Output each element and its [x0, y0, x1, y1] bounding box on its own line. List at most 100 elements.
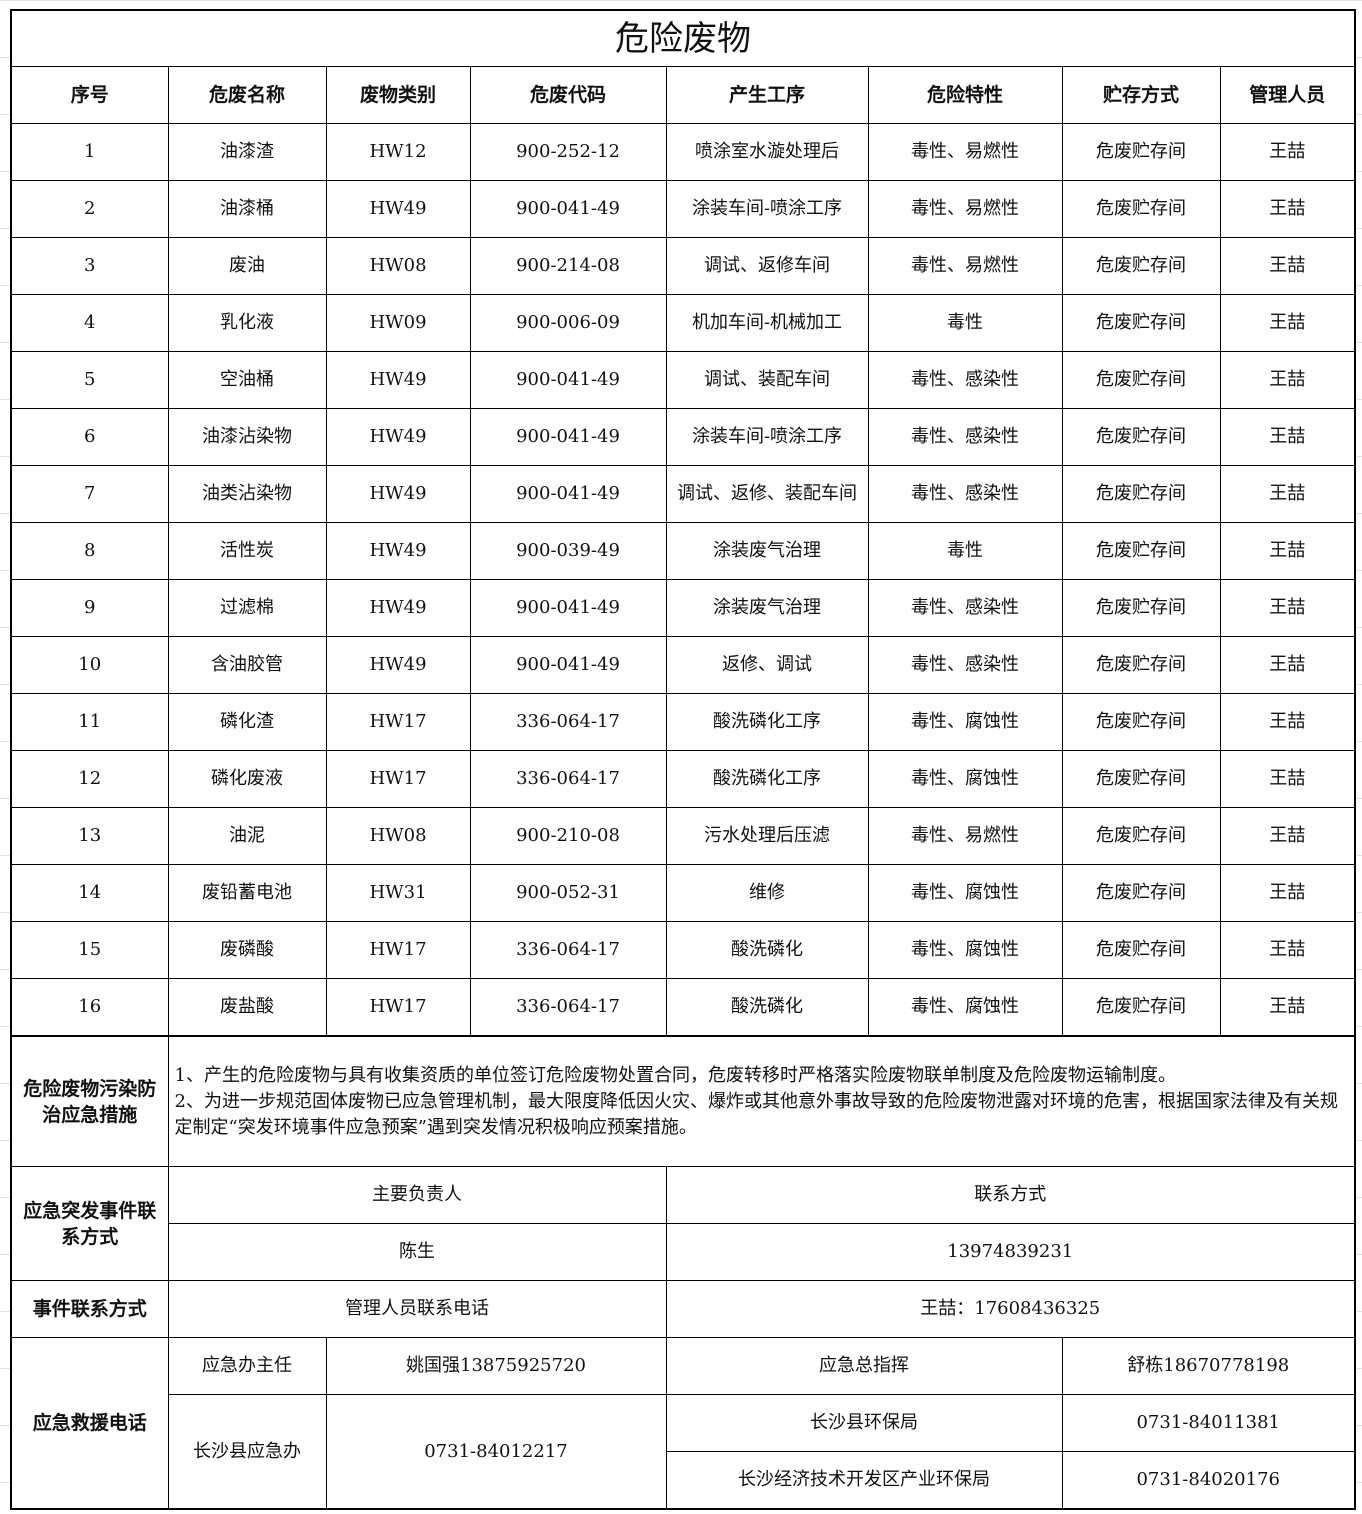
table-row: 13 油泥 HW08 900-210-08 污水处理后压滤 毒性、易燃性 危废贮存间 王喆: [10, 807, 1356, 865]
table-row: 8 活性炭 HW49 900-039-49 涂装废气治理 毒性 危废贮存间 王喆: [10, 522, 1356, 580]
cell-manager: 王喆: [1219, 522, 1356, 580]
cell-manager: 王喆: [1219, 636, 1356, 694]
cell-storage: 危废贮存间: [1061, 750, 1221, 808]
cell-manager: 王喆: [1219, 408, 1356, 466]
cell-storage: 危废贮存间: [1061, 579, 1221, 637]
cell-process: 涂装废气治理: [665, 522, 869, 580]
cell-name: 废磷酸: [167, 921, 327, 979]
cell-process: 调试、返修车间: [665, 237, 869, 295]
cell-storage: 危废贮存间: [1061, 978, 1221, 1037]
cell-process: 喷涂室水漩处理后: [665, 123, 869, 181]
header-process: 产生工序: [665, 66, 869, 124]
cell-index: 3: [10, 237, 169, 295]
page-title: 危险废物: [10, 9, 1356, 67]
cell-hazard: 毒性: [867, 522, 1063, 580]
cell-category: HW49: [325, 408, 471, 466]
cell-manager: 王喆: [1219, 693, 1356, 751]
cell-category: HW49: [325, 579, 471, 637]
cell-manager: 王喆: [1219, 978, 1356, 1037]
cell-hazard: 毒性、易燃性: [867, 807, 1063, 865]
cell-hazard: 毒性、感染性: [867, 465, 1063, 523]
cell-manager: 王喆: [1219, 750, 1356, 808]
cell-storage: 危废贮存间: [1061, 693, 1221, 751]
cell-name: 磷化废液: [167, 750, 327, 808]
cell-category: HW08: [325, 237, 471, 295]
person-header: 主要负责人: [167, 1166, 667, 1224]
dev-zone-bureau: 长沙经济技术开发区产业环保局: [665, 1451, 1063, 1510]
cell-storage: 危废贮存间: [1061, 123, 1221, 181]
cell-name: 含油胶管: [167, 636, 327, 694]
cell-hazard: 毒性、腐蚀性: [867, 693, 1063, 751]
cell-category: HW49: [325, 636, 471, 694]
cell-manager: 王喆: [1219, 807, 1356, 865]
table-row: 6 油漆沾染物 HW49 900-041-49 涂装车间-喷涂工序 毒性、感染性 危废贮存间…: [10, 408, 1356, 466]
rescue-label: 应急救援电话: [10, 1337, 169, 1510]
cell-manager: 王喆: [1219, 921, 1356, 979]
event-contact-label: 事件联系方式: [10, 1280, 169, 1338]
cell-code: 336-064-17: [469, 978, 667, 1037]
measure-1: 1、产生的危险废物与具有收集资质的单位签订危险废物处置合同，危废转移时严格落实险…: [174, 1064, 1176, 1086]
table-row: 4 乳化液 HW09 900-006-09 机加车间-机械加工 毒性 危废贮存间 王喆: [10, 294, 1356, 352]
cell-hazard: 毒性: [867, 294, 1063, 352]
office-director-label: 应急办主任: [167, 1337, 327, 1395]
header-code: 危废代码: [469, 66, 667, 124]
cell-name: 过滤棉: [167, 579, 327, 637]
cell-index: 16: [10, 978, 169, 1037]
table-row: 10 含油胶管 HW49 900-041-49 返修、调试 毒性、感染性 危废贮存间 王喆: [10, 636, 1356, 694]
cell-process: 涂装车间-喷涂工序: [665, 408, 869, 466]
cell-index: 1: [10, 123, 169, 181]
cell-code: 900-041-49: [469, 180, 667, 238]
cell-hazard: 毒性、易燃性: [867, 237, 1063, 295]
header-category: 废物类别: [325, 66, 471, 124]
table-row: 9 过滤棉 HW49 900-041-49 涂装废气治理 毒性、感染性 危废贮存间 王喆: [10, 579, 1356, 637]
cell-process: 污水处理后压滤: [665, 807, 869, 865]
cell-process: 返修、调试: [665, 636, 869, 694]
cell-name: 磷化渣: [167, 693, 327, 751]
env-bureau: 长沙县环保局: [665, 1394, 1063, 1452]
cell-category: HW17: [325, 693, 471, 751]
cell-hazard: 毒性、腐蚀性: [867, 978, 1063, 1037]
table-row: 11 磷化渣 HW17 336-064-17 酸洗磷化工序 毒性、腐蚀性 危废贮存间 王喆: [10, 693, 1356, 751]
cell-code: 900-041-49: [469, 351, 667, 409]
cell-manager: 王喆: [1219, 351, 1356, 409]
cell-process: 酸洗磷化: [665, 978, 869, 1037]
county-office-phone: 0731-84012217: [325, 1394, 667, 1510]
cell-storage: 危废贮存间: [1061, 351, 1221, 409]
cell-category: HW09: [325, 294, 471, 352]
cell-code: 900-041-49: [469, 636, 667, 694]
cell-index: 9: [10, 579, 169, 637]
env-bureau-phone: 0731-84011381: [1061, 1394, 1356, 1452]
cell-code: 900-041-49: [469, 579, 667, 637]
hazardous-waste-table: 危险废物 序号 危废名称 废物类别 危废代码 产生工序 危险特性 贮存方式 管理人员 1 油漆渣…: [10, 9, 1356, 1510]
cell-category: HW49: [325, 465, 471, 523]
cell-manager: 王喆: [1219, 294, 1356, 352]
cell-process: 调试、装配车间: [665, 351, 869, 409]
cell-index: 15: [10, 921, 169, 979]
cell-process: 维修: [665, 864, 869, 922]
cell-storage: 危废贮存间: [1061, 294, 1221, 352]
header-row: 序号 危废名称 废物类别 危废代码 产生工序 危险特性 贮存方式 管理人员: [10, 66, 1356, 124]
cell-storage: 危废贮存间: [1061, 921, 1221, 979]
cell-name: 油漆桶: [167, 180, 327, 238]
measures-label: 危险废物污染防治应急措施: [10, 1035, 169, 1167]
cell-process: 调试、返修、装配车间: [665, 465, 869, 523]
cell-category: HW08: [325, 807, 471, 865]
cell-hazard: 毒性、腐蚀性: [867, 750, 1063, 808]
cell-hazard: 毒性、感染性: [867, 408, 1063, 466]
cell-storage: 危废贮存间: [1061, 636, 1221, 694]
cell-index: 2: [10, 180, 169, 238]
cell-index: 8: [10, 522, 169, 580]
cell-storage: 危废贮存间: [1061, 237, 1221, 295]
cell-process: 机加车间-机械加工: [665, 294, 869, 352]
cell-storage: 危废贮存间: [1061, 465, 1221, 523]
cell-name: 废铅蓄电池: [167, 864, 327, 922]
cell-hazard: 毒性、感染性: [867, 579, 1063, 637]
cell-process: 酸洗磷化: [665, 921, 869, 979]
cell-name: 油类沾染物: [167, 465, 327, 523]
cell-category: HW12: [325, 123, 471, 181]
cell-index: 12: [10, 750, 169, 808]
table-row: 5 空油桶 HW49 900-041-49 调试、装配车间 毒性、感染性 危废贮存间 王喆: [10, 351, 1356, 409]
cell-process: 涂装废气治理: [665, 579, 869, 637]
cell-category: HW17: [325, 978, 471, 1037]
cell-hazard: 毒性、易燃性: [867, 180, 1063, 238]
